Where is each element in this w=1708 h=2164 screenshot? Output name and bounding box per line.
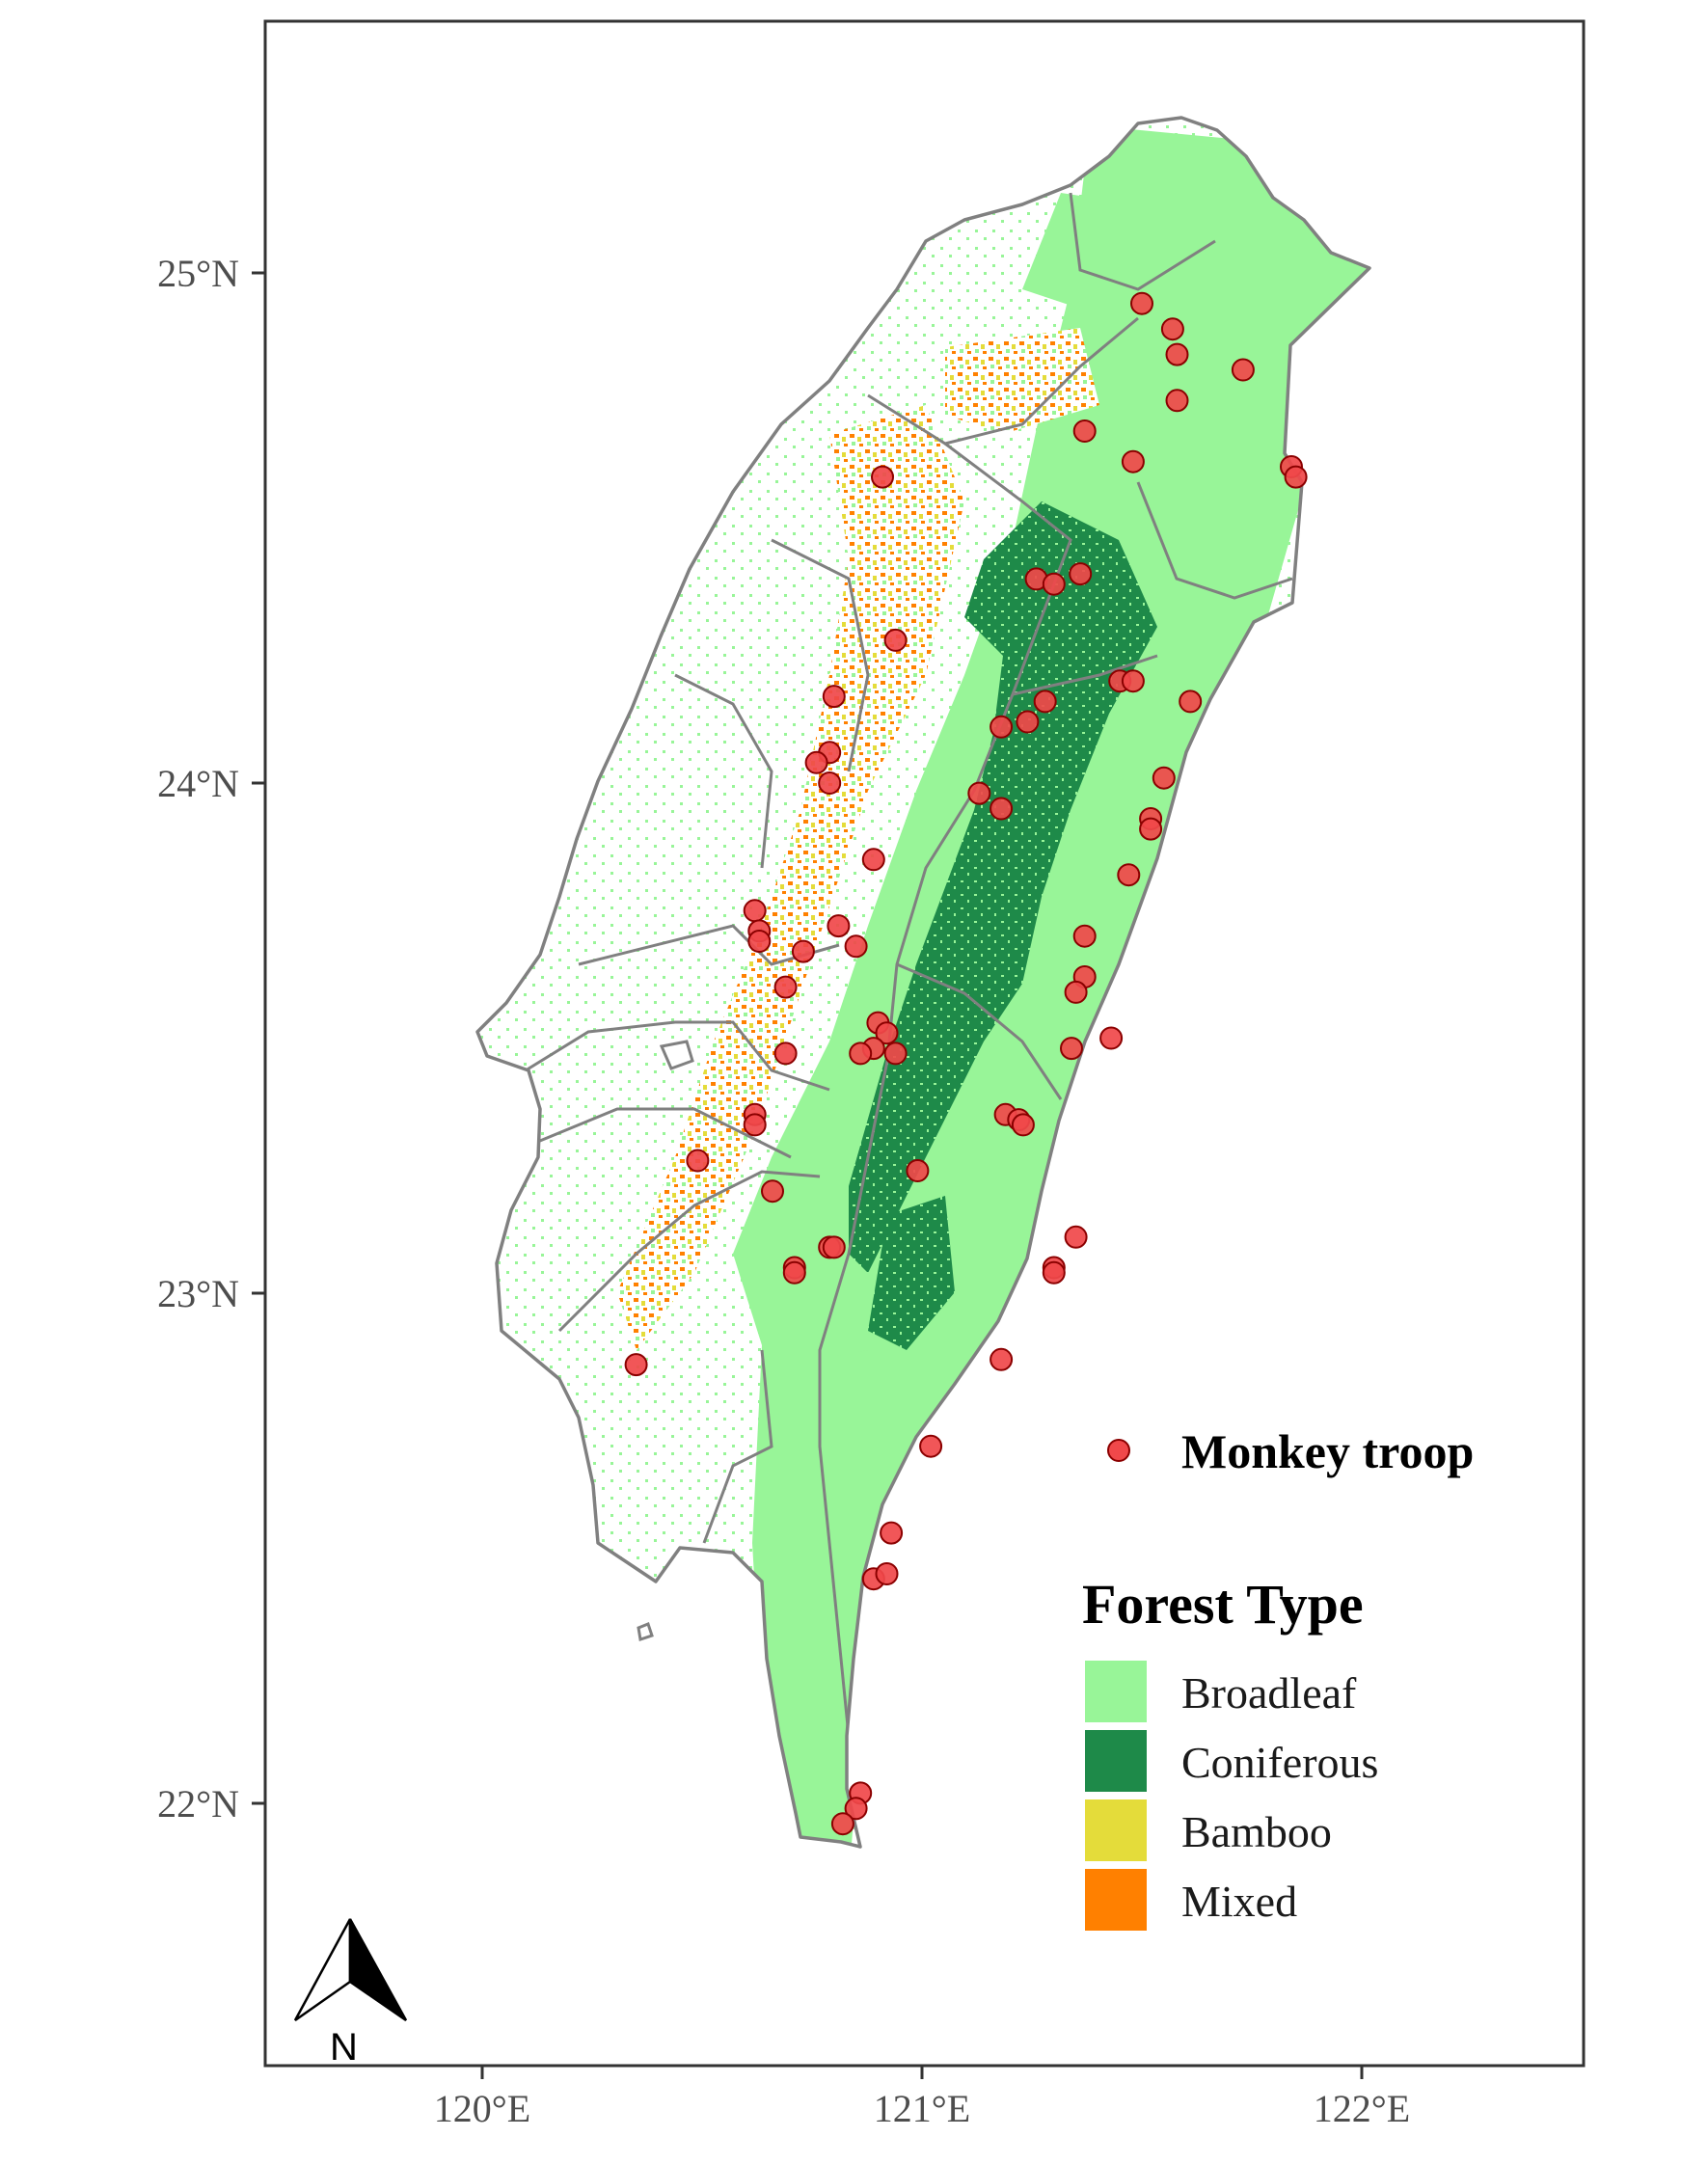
x-tick-label: 121°E <box>874 2087 970 2130</box>
monkey-troop-point <box>1130 291 1153 315</box>
monkey-troop-point <box>1165 342 1189 366</box>
monkey-troop-point <box>906 1159 930 1182</box>
x-tick-label: 122°E <box>1314 2087 1410 2130</box>
monkey-troop-point <box>827 914 851 938</box>
monkey-troop-point <box>1060 1037 1083 1061</box>
mixed-area-central <box>945 328 1099 434</box>
monkey-troop-point <box>1069 562 1093 586</box>
monkey-troop-point <box>967 781 991 805</box>
monkey-troop-points <box>624 291 1308 1836</box>
monkey-troop-point <box>880 1521 904 1545</box>
legend-swatch-broadleaf <box>1085 1661 1147 1722</box>
legend-label-mixed: Mixed <box>1181 1877 1297 1926</box>
coastline <box>475 116 1371 1849</box>
monkey-troop-point <box>1033 690 1057 714</box>
monkey-troop-point <box>861 848 885 872</box>
monkey-troop-point <box>883 628 908 652</box>
monkey-troop-point <box>782 1260 806 1285</box>
islet-southwest <box>637 1622 654 1641</box>
monkey-troop-point <box>791 939 815 963</box>
legend-point-label: Monkey troop <box>1181 1424 1474 1478</box>
monkey-troop-point <box>1016 710 1040 734</box>
monkey-troop-point <box>1064 980 1088 1004</box>
monkey-troop-point <box>743 899 767 923</box>
monkey-troop-point <box>804 750 828 774</box>
small-island <box>659 1040 694 1070</box>
legend-label-broadleaf: Broadleaf <box>1181 1668 1357 1718</box>
monkey-troop-point <box>1099 1026 1124 1050</box>
monkey-troop-point <box>1117 863 1141 887</box>
monkey-troop-point <box>747 930 772 953</box>
monkey-troop-point <box>1160 317 1184 341</box>
monkey-troop-point <box>822 1235 846 1259</box>
axes: 120°E 121°E 122°E 22°N 23°N 24°N 25°N <box>157 252 1410 2130</box>
monkey-troop-point <box>1072 419 1097 443</box>
monkey-troop-point <box>822 685 846 709</box>
monkey-troop-point <box>773 975 798 999</box>
monkey-troop-point <box>919 1434 943 1458</box>
monkey-troop-point <box>1121 669 1145 693</box>
monkey-troop-point <box>761 1179 784 1204</box>
legend-points: Monkey troop <box>1107 1424 1474 1478</box>
north-arrow: N <box>293 1918 408 2069</box>
monkey-troop-point <box>1121 449 1145 473</box>
monkey-troop-point <box>990 1347 1014 1371</box>
x-tick-label: 120°E <box>434 2087 530 2130</box>
monkey-troop-point <box>1042 572 1066 596</box>
monkey-troop-point <box>871 465 894 489</box>
monkey-troop-point <box>1072 924 1097 948</box>
legend-swatch-mixed <box>1085 1869 1147 1931</box>
monkey-troop-point <box>1284 465 1308 489</box>
monkey-troop-point <box>1064 1225 1088 1249</box>
monkey-troop-point <box>1042 1260 1066 1285</box>
monkey-troop-point <box>875 1021 899 1045</box>
monkey-troop-point <box>773 1041 798 1066</box>
coniferous-area <box>849 501 1157 1273</box>
monkey-troop-point <box>1231 358 1255 382</box>
y-tick-label: 22°N <box>157 1782 239 1826</box>
monkey-troop-point <box>1152 766 1176 790</box>
monkey-troop-point <box>844 934 868 959</box>
monkey-troop-point <box>1179 690 1203 714</box>
coniferous-area-south <box>868 1196 955 1350</box>
monkey-troop-point <box>743 1113 767 1137</box>
monkey-troop-point <box>1139 817 1163 841</box>
legend-title: Forest Type <box>1082 1573 1364 1636</box>
monkey-troop-point <box>990 797 1014 821</box>
monkey-troop-point <box>830 1812 854 1836</box>
y-tick-label: 23°N <box>157 1272 239 1315</box>
y-tick-label: 25°N <box>157 252 239 295</box>
monkey-troop-point <box>1011 1113 1035 1137</box>
broadleaf-north-area <box>1022 193 1283 318</box>
monkey-troop-point <box>849 1041 873 1066</box>
legend-label-coniferous: Coniferous <box>1181 1738 1378 1787</box>
north-arrow-label: N <box>330 2026 358 2069</box>
monkey-troop-point <box>1165 389 1189 413</box>
broadleaf-area <box>733 125 1369 1847</box>
y-tick-label: 24°N <box>157 762 239 805</box>
monkey-troop-point <box>686 1149 710 1173</box>
monkey-troop-point <box>818 771 842 795</box>
legend-swatch-bamboo <box>1085 1799 1147 1861</box>
legend-point-symbol <box>1107 1439 1130 1462</box>
legend-label-bamboo: Bamboo <box>1181 1807 1332 1856</box>
monkey-troop-point <box>990 715 1014 739</box>
monkey-troop-point <box>883 1041 908 1066</box>
monkey-troop-point <box>875 1562 899 1585</box>
legend-forest-type: Forest Type Broadleaf Coniferous Bamboo … <box>1082 1573 1378 1931</box>
legend-swatch-coniferous <box>1085 1730 1147 1792</box>
monkey-troop-point <box>624 1353 648 1377</box>
monkey-troop-point <box>844 1797 868 1821</box>
